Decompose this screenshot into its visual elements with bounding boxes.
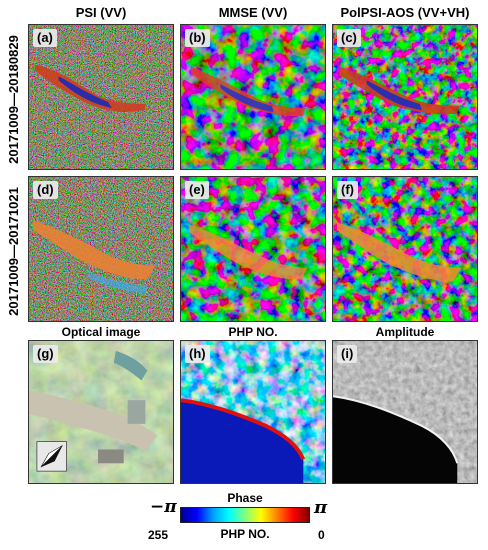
title-optical-image: Optical image bbox=[61, 325, 141, 339]
colorbar-gradient bbox=[180, 507, 310, 523]
panel-label-e: (e) bbox=[185, 181, 209, 199]
row-title-2: 20171009—20171021 bbox=[5, 186, 21, 316]
php-number-image bbox=[181, 341, 325, 483]
panel-label-c: (c) bbox=[337, 29, 361, 47]
title-amplitude: Amplitude bbox=[375, 325, 435, 339]
panel-a-psi-long: (a) bbox=[28, 24, 174, 170]
phase-filtered-image bbox=[333, 177, 477, 321]
colorbar-mid-label: PHP NO. bbox=[220, 527, 270, 541]
phase-noise-image bbox=[29, 177, 173, 321]
column-title-mmse: MMSE (VV) bbox=[218, 5, 288, 20]
phase-noise-image bbox=[29, 25, 173, 169]
column-title-psi: PSI (VV) bbox=[75, 5, 127, 20]
row-title-1: 20171009—20180829 bbox=[5, 34, 21, 164]
phase-filtered-image bbox=[181, 177, 325, 321]
colorbar-min-symbol: −π bbox=[150, 497, 177, 517]
panel-label-h: (h) bbox=[185, 345, 210, 363]
column-title-polpsi: PolPSI-AOS (VV+VH) bbox=[340, 5, 470, 20]
title-php-no: PHP NO. bbox=[228, 325, 278, 339]
phase-filtered-image bbox=[333, 25, 477, 169]
panel-e-mmse-short: (e) bbox=[180, 176, 326, 322]
north-arrow-icon bbox=[36, 441, 67, 472]
panel-b-mmse-long: (b) bbox=[180, 24, 326, 170]
optical-image bbox=[29, 341, 173, 483]
panel-g-optical: (g) bbox=[28, 340, 174, 484]
colorbar-max-symbol: π bbox=[314, 497, 328, 518]
phase-filtered-image bbox=[181, 25, 325, 169]
panel-i-amplitude: (i) bbox=[332, 340, 478, 484]
panel-f-polpsi-short: (f) bbox=[332, 176, 478, 322]
panel-c-polpsi-long: (c) bbox=[332, 24, 478, 170]
panel-label-b: (b) bbox=[185, 29, 210, 47]
amplitude-image bbox=[333, 341, 477, 483]
panel-label-a: (a) bbox=[33, 29, 57, 47]
panel-label-i: (i) bbox=[337, 345, 358, 363]
panel-label-f: (f) bbox=[337, 181, 358, 199]
panel-label-d: (d) bbox=[33, 181, 58, 199]
colorbar-right-value: 0 bbox=[318, 528, 325, 542]
panel-d-psi-short: (d) bbox=[28, 176, 174, 322]
colorbar-title: Phase bbox=[227, 491, 263, 505]
panel-h-php-number: (h) bbox=[180, 340, 326, 484]
panel-label-g: (g) bbox=[33, 345, 58, 363]
colorbar-left-value: 255 bbox=[148, 528, 169, 542]
